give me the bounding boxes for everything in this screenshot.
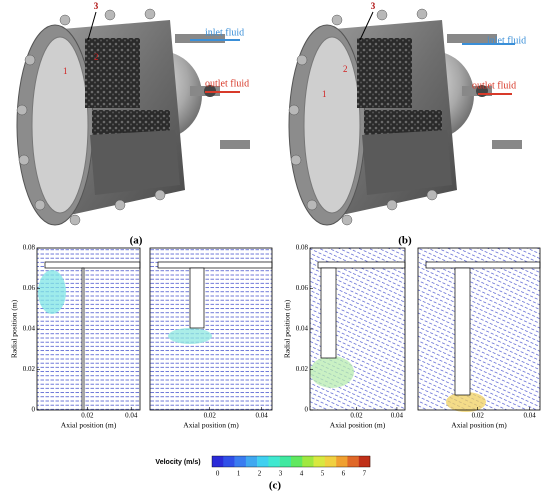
rendering-a	[16, 8, 251, 226]
x-tick-label: 0.04	[391, 412, 404, 420]
colorbar-tick-label: 5	[321, 470, 325, 478]
y-tick-label: 0.02	[296, 365, 309, 373]
y-tick-label: 0.02	[23, 365, 36, 373]
x-tick-label: 0.04	[125, 412, 138, 420]
colorbar-tick-label: 4	[300, 470, 304, 478]
colorbar-label: Velocity (m/s)	[155, 459, 200, 466]
y-tick-label: 0.06	[23, 284, 36, 292]
y-tick-label: 0.04	[296, 325, 309, 333]
colorbar-tick-label: 6	[342, 470, 346, 478]
y-tick-label: 0.08	[23, 244, 36, 252]
x-tick-label: 0.02	[81, 412, 94, 420]
colorbar-swatch	[257, 456, 269, 467]
x-axis-label: Axial position (m)	[61, 421, 117, 430]
colorbar-swatch	[347, 456, 359, 467]
channel-wall	[44, 261, 141, 269]
inlet-label: inlet fluid	[487, 35, 526, 46]
colorbar-swatch	[268, 456, 280, 467]
colorbar-swatch	[291, 456, 303, 467]
pointer	[87, 11, 97, 41]
velocity-highlight	[446, 392, 486, 412]
colorbar-swatch	[313, 456, 326, 467]
outlet-label: outlet fluid	[472, 80, 516, 91]
colorbar-tick-label: 0	[216, 470, 220, 478]
vector-field	[418, 248, 540, 410]
panel-label: (b)	[398, 235, 412, 247]
velocity-highlight	[168, 328, 212, 344]
x-axis-label: Axial position (m)	[183, 421, 239, 430]
colorbar-swatch	[223, 456, 235, 467]
colorbar-tick-label: 1	[237, 470, 241, 478]
y-tick-label: 0	[305, 406, 309, 414]
baffle	[454, 267, 471, 396]
x-tick-label: 0.02	[350, 412, 363, 420]
inlet-label: inlet fluid	[205, 27, 244, 38]
y-axis-label: Radial position (m)	[283, 299, 292, 358]
colorbar-swatch	[336, 456, 348, 467]
plot-frame	[417, 247, 541, 411]
rendering-b	[288, 8, 523, 226]
baffle	[81, 267, 85, 411]
colorbar-swatch	[234, 456, 247, 467]
y-tick-label: 0.04	[23, 325, 36, 333]
colorbar-swatch	[245, 456, 258, 467]
y-tick-label: 0.06	[296, 284, 309, 292]
marker: 2	[343, 64, 348, 74]
y-tick-label: 0.08	[296, 244, 309, 252]
colorbar-swatch	[302, 456, 314, 467]
outlet-label: outlet fluid	[205, 78, 249, 89]
x-tick-label: 0.02	[204, 412, 217, 420]
marker: 2	[94, 52, 99, 62]
x-tick-label: 0.04	[523, 412, 536, 420]
velocity-highlight	[310, 356, 354, 388]
plot-frame	[149, 247, 273, 411]
marker: 3	[371, 1, 376, 11]
colorbar-tick-label: 3	[279, 470, 283, 478]
colorbar-tick-label: 7	[363, 470, 367, 478]
channel-wall	[317, 261, 406, 269]
colorbar-swatch	[279, 456, 292, 467]
channel-wall	[425, 261, 541, 269]
x-tick-label: 0.02	[472, 412, 485, 420]
y-axis-label: Radial position (m)	[10, 299, 19, 358]
velocity-highlight	[38, 270, 66, 314]
colorbar-swatch	[358, 456, 371, 467]
colorbar: 0 1 2 3 4 5 6 7	[211, 455, 371, 478]
marker: 3	[94, 1, 99, 11]
panel-label: (a)	[130, 235, 143, 247]
colorbar-tick-label: 2	[258, 470, 262, 478]
vessel-a	[16, 8, 251, 226]
y-tick-label: 0	[32, 406, 36, 414]
x-tick-label: 0.04	[255, 412, 268, 420]
panel-label: (c)	[269, 480, 282, 492]
x-axis-label: Axial position (m)	[451, 421, 507, 430]
colorbar-frame	[211, 455, 371, 468]
baffle	[320, 267, 337, 359]
pointer	[359, 11, 374, 41]
x-axis-label: Axial position (m)	[330, 421, 386, 430]
marker: 1	[322, 89, 327, 99]
colorbar-swatch	[212, 456, 224, 467]
marker: 1	[63, 66, 68, 76]
colorbar-swatch	[324, 456, 337, 467]
velocity-plots: 0.08 0.06 0.04 0.02 0 Radial position (m) 0.02…	[10, 244, 541, 430]
channel-wall	[157, 261, 273, 269]
baffle	[189, 267, 205, 329]
vector-field	[150, 248, 272, 410]
